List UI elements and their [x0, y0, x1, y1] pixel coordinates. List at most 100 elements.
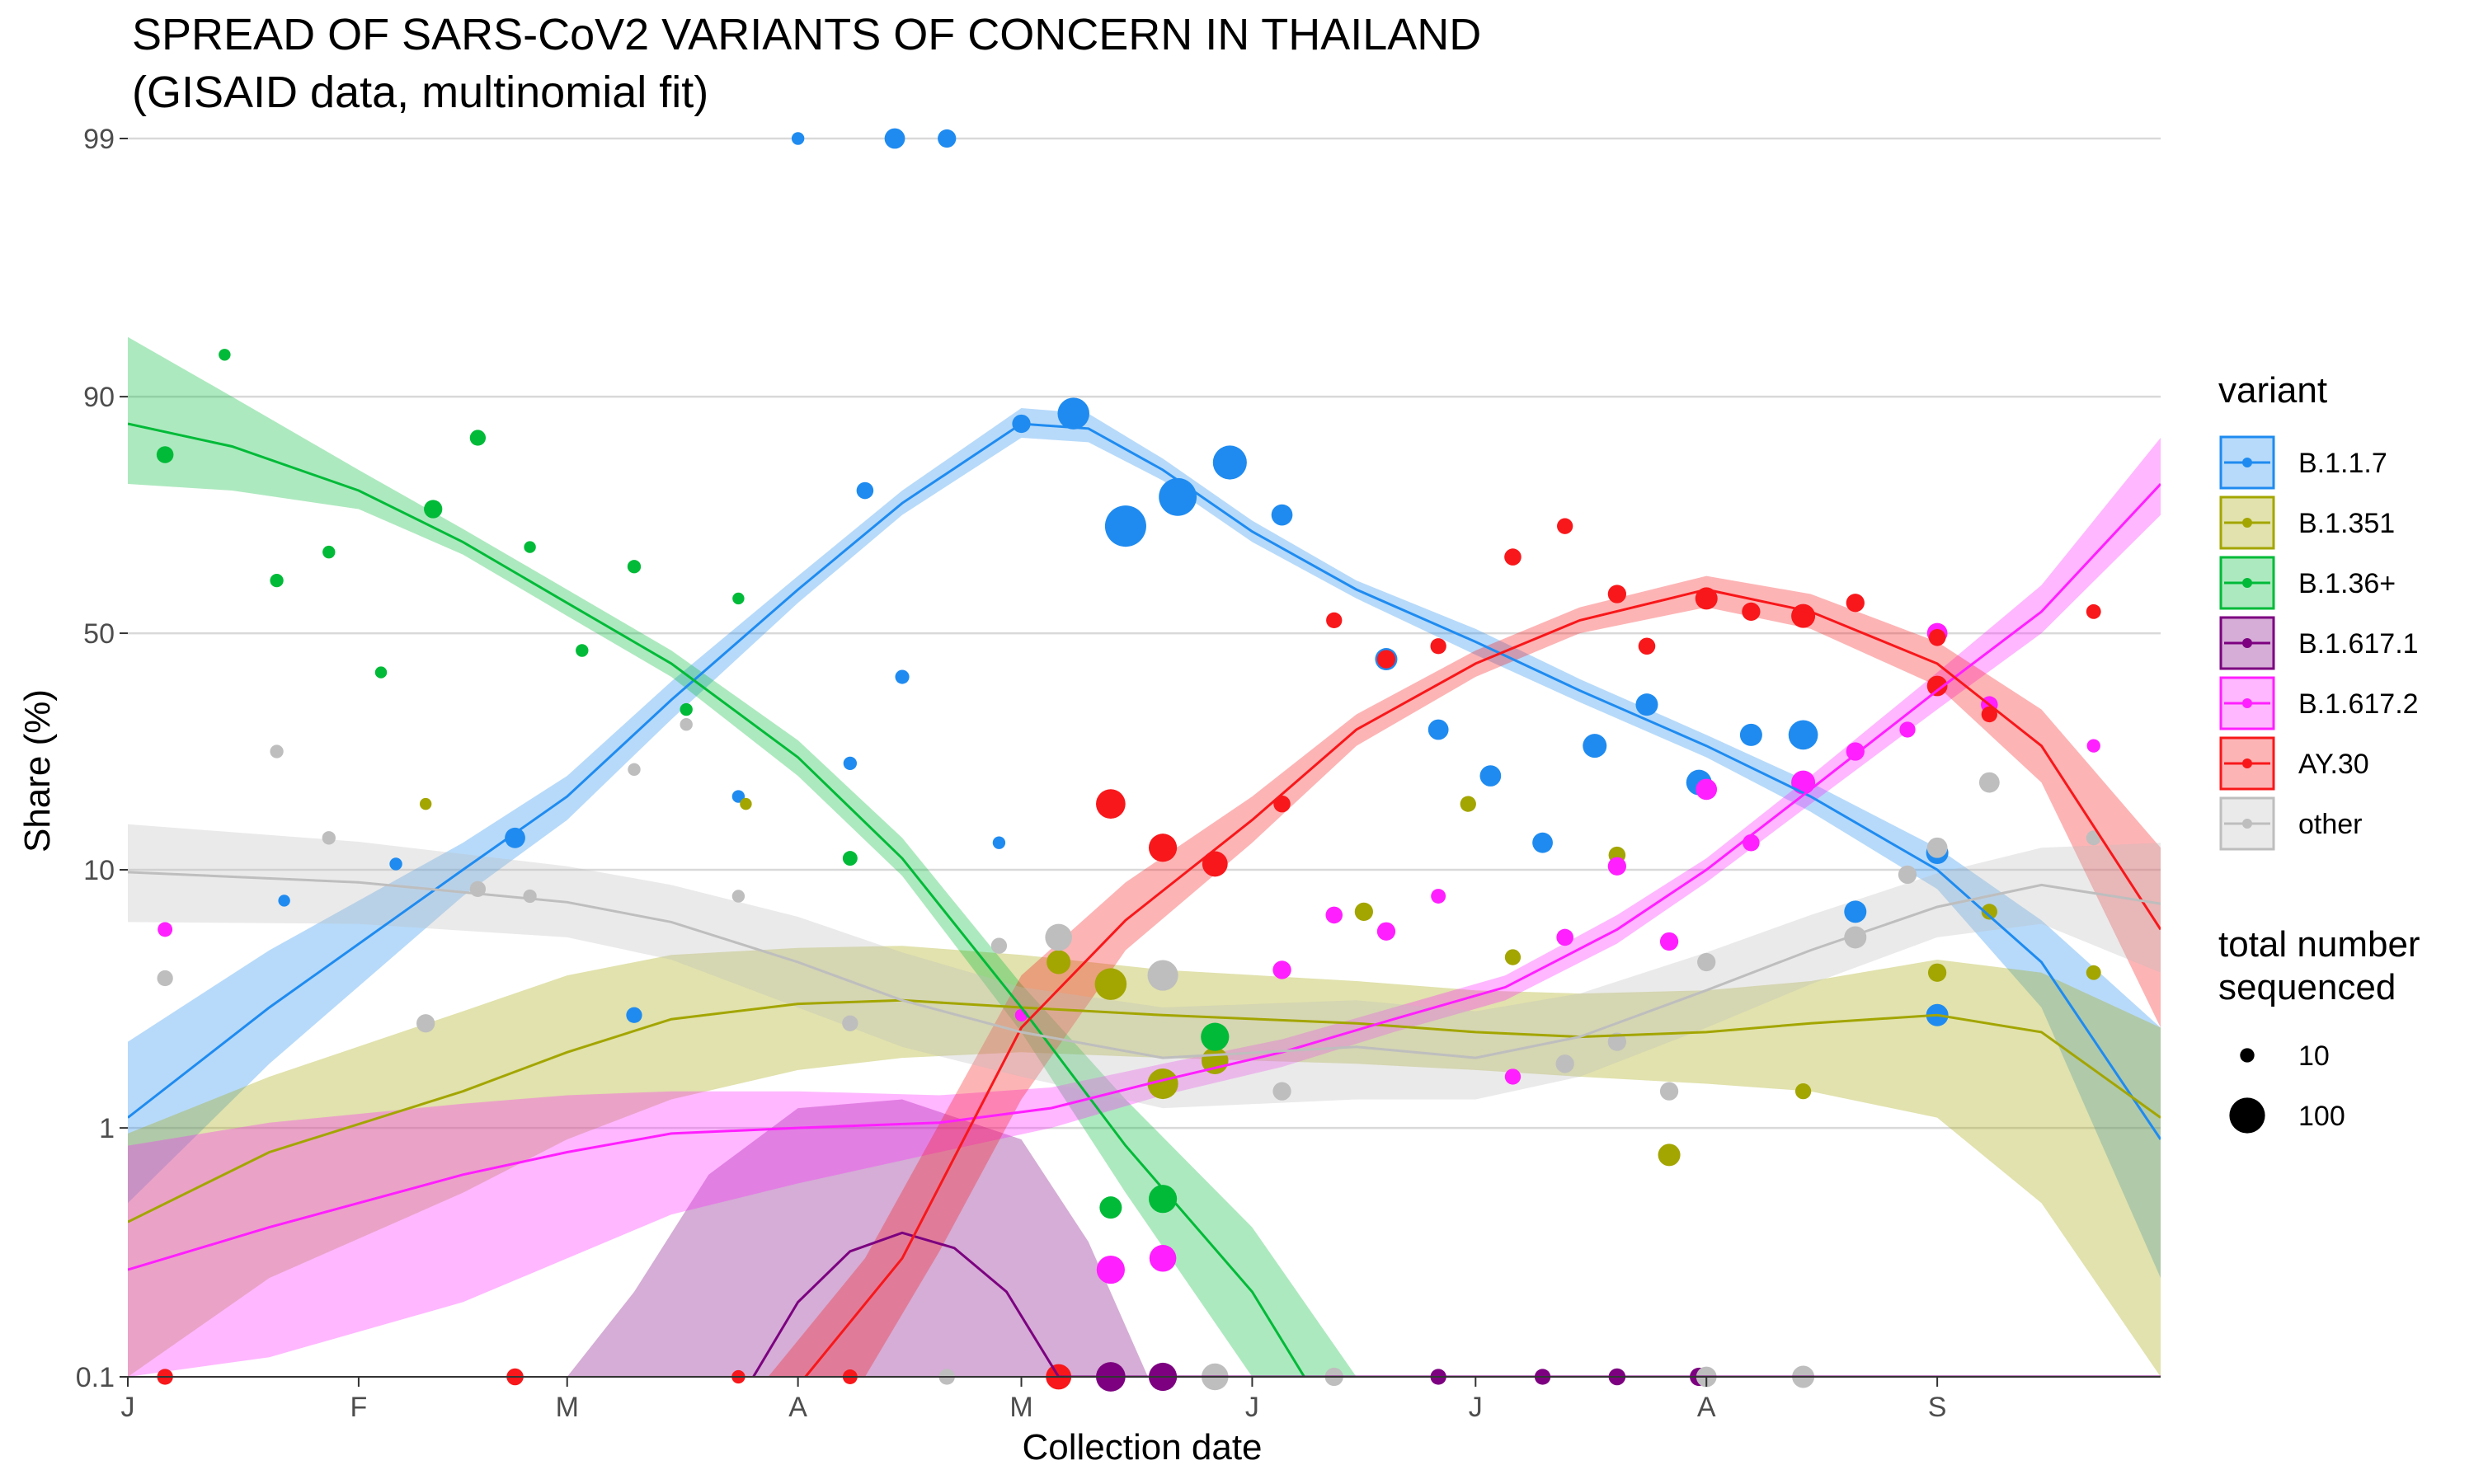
point-B.1.617.2	[1791, 770, 1816, 795]
legend-items: B.1.1.7 B.1.351 B.1.36+ B.1.617.1 B.1.617.2 A…	[2219, 435, 2419, 851]
point-B.1.617.2	[2086, 739, 2100, 753]
y-tick-label: 50	[83, 618, 115, 650]
y-tick-label: 0.1	[76, 1362, 115, 1393]
size-legend-item: 100	[2229, 1097, 2345, 1134]
point-AY.30	[1504, 548, 1522, 566]
y-tick-label: 99	[83, 124, 115, 155]
point-B.1.1.7	[1583, 734, 1607, 758]
point-other	[1045, 923, 1072, 951]
legend-item-B.1.351: B.1.351	[2219, 495, 2395, 550]
point-B.1.36+	[1148, 1185, 1178, 1214]
point-other	[1926, 837, 1948, 858]
legend-item-B.1.617.2: B.1.617.2	[2219, 676, 2419, 730]
fit-line-B.1.617.2	[128, 482, 2161, 1271]
point-B.1.36+	[576, 644, 589, 657]
point-B.1.36+	[732, 592, 745, 605]
point-B.1.1.7	[1057, 397, 1089, 430]
point-AY.30	[1326, 612, 1343, 629]
point-B.1.351	[1981, 904, 1997, 920]
ribbon-other	[128, 824, 2161, 1109]
legend-item-AY.30: AY.30	[2219, 736, 2369, 791]
legend-item-other: other	[2219, 796, 2363, 851]
point-other	[416, 1014, 435, 1033]
legend-key-dot	[2242, 698, 2252, 708]
x-axis-title: Collection date	[1022, 1427, 1262, 1468]
legend-label: B.1.351	[2298, 508, 2395, 539]
point-AY.30	[1148, 834, 1178, 862]
point-other	[1659, 1082, 1679, 1101]
point-B.1.36+	[156, 446, 174, 463]
chart-title: SPREAD OF SARS-CoV2 VARIANTS OF CONCERN …	[132, 10, 1481, 59]
fit-line-B.1.1.7	[128, 422, 2161, 1140]
point-B.1.1.7	[938, 129, 957, 148]
point-B.1.617.2	[1376, 922, 1396, 941]
point-other	[680, 718, 693, 731]
point-B.1.1.7	[1427, 719, 1449, 740]
point-AY.30	[1607, 585, 1626, 603]
point-B.1.351	[1147, 1068, 1178, 1100]
point-AY.30	[1846, 594, 1865, 613]
confidence-ribbons	[128, 336, 2161, 1377]
point-other	[523, 889, 537, 904]
point-B.1.36+	[1099, 1196, 1122, 1219]
legend-key-dot	[2242, 518, 2252, 528]
size-legend-item: 10	[2240, 1040, 2330, 1072]
ribbon-B.1.351	[128, 946, 2161, 1377]
point-B.1.617.2	[1149, 1244, 1177, 1272]
point-B.1.617.2	[1607, 857, 1626, 876]
point-other	[1978, 772, 2000, 793]
point-B.1.1.7	[1104, 505, 1146, 547]
point-other	[1555, 1054, 1574, 1073]
point-B.1.351	[1460, 796, 1476, 812]
point-B.1.36+	[270, 573, 284, 588]
point-B.1.351	[2086, 965, 2101, 980]
point-B.1.36+	[680, 702, 693, 716]
x-tick-label: J	[121, 1392, 135, 1423]
point-B.1.1.7	[278, 895, 290, 907]
point-B.1.617.2	[1504, 1068, 1522, 1085]
point-B.1.1.7	[1739, 723, 1762, 746]
point-AY.30	[1557, 518, 1573, 534]
size-legend-title-line2: sequenced	[2218, 967, 2396, 1007]
point-B.1.351	[1094, 968, 1127, 1000]
fit-line-AY.30	[804, 588, 2161, 1377]
size-legend-label: 10	[2298, 1040, 2330, 1072]
point-other	[1697, 952, 1716, 972]
point-other	[842, 1015, 858, 1031]
ribbon-AY.30	[768, 575, 2161, 1377]
legend-label: AY.30	[2298, 749, 2369, 780]
point-B.1.1.7	[895, 669, 910, 684]
legend-label: B.1.36+	[2298, 568, 2396, 599]
point-other	[270, 744, 284, 758]
point-B.1.1.7	[791, 132, 805, 145]
fit-lines	[128, 422, 2161, 1377]
point-AY.30	[1928, 629, 1946, 646]
point-AY.30	[1430, 638, 1446, 655]
point-B.1.1.7	[992, 836, 1006, 849]
legend-item-B.1.617.1: B.1.617.1	[2219, 616, 2419, 670]
legend-key-dot	[2242, 578, 2252, 588]
size-legend-label: 100	[2298, 1101, 2345, 1132]
point-B.1.617.2	[1431, 889, 1446, 904]
point-AY.30	[1981, 706, 1997, 723]
size-legend-dot	[2229, 1097, 2265, 1134]
point-B.1.1.7	[626, 1007, 642, 1023]
point-B.1.1.7	[1271, 504, 1293, 526]
point-AY.30	[1926, 675, 1948, 697]
x-tick-label: M	[556, 1392, 579, 1423]
x-tick-label: A	[788, 1392, 807, 1423]
legend-key-dot	[2242, 758, 2252, 768]
point-AY.30	[1742, 602, 1761, 621]
point-other	[157, 970, 173, 987]
point-B.1.36+	[219, 349, 231, 361]
point-other	[1147, 960, 1178, 991]
point-B.1.617.2	[1556, 928, 1573, 946]
legend-label: other	[2298, 809, 2363, 840]
point-B.1.1.7	[843, 756, 857, 770]
point-other	[1898, 865, 1917, 885]
legend-item-B.1.1.7: B.1.1.7	[2219, 435, 2387, 490]
x-tick-label: F	[350, 1392, 368, 1423]
point-AY.30	[1376, 650, 1396, 669]
legend-key-dot	[2242, 638, 2252, 648]
point-B.1.1.7	[1788, 720, 1818, 750]
